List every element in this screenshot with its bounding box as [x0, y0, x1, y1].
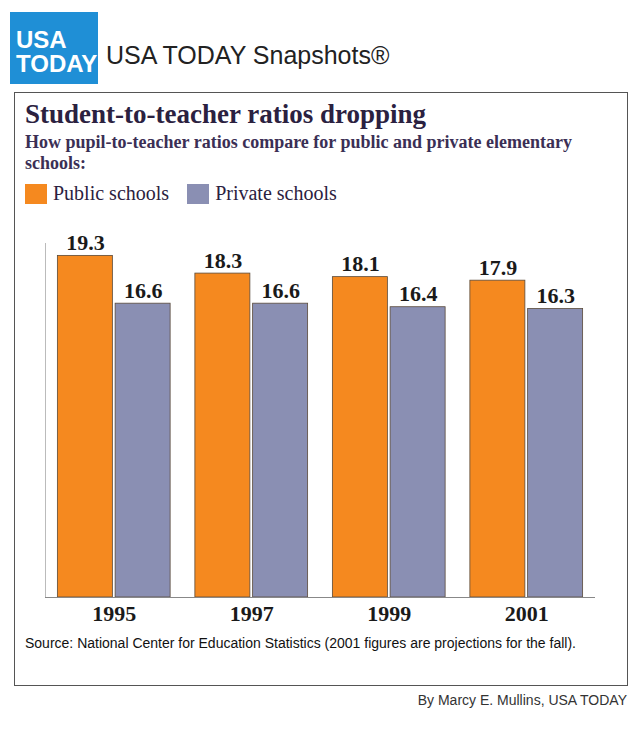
- svg-text:17.9: 17.9: [479, 255, 518, 280]
- html-text:Source: National Center for Ed: Source: National Center for Education St…: [25, 635, 576, 651]
- html-text:Private schools: Private schools: [215, 182, 337, 204]
- svg-text:1995: 1995: [92, 601, 136, 626]
- svg-text:18.3: 18.3: [204, 248, 243, 273]
- svg-text:18.1: 18.1: [341, 251, 380, 276]
- html-text:By Marcy E. Mullins, USA TODAY: By Marcy E. Mullins, USA TODAY: [417, 692, 627, 708]
- html-text:Public schools: Public schools: [53, 182, 170, 204]
- html-text:Student-to-teacher ratios drop: Student-to-teacher ratios dropping: [25, 99, 426, 129]
- svg-text:19.3: 19.3: [66, 230, 105, 255]
- svg-text:1999: 1999: [367, 601, 411, 626]
- svg-text:16.3: 16.3: [536, 283, 575, 308]
- svg-text:16.6: 16.6: [261, 278, 300, 303]
- svg-text:1997: 1997: [230, 601, 274, 626]
- svg-text:2001: 2001: [505, 601, 549, 626]
- svg-text:16.4: 16.4: [399, 281, 438, 306]
- html-text:USA TODAY USA TODAY Snapshots®: USA TODAY USA TODAY Snapshots®: [16, 26, 390, 77]
- html-text:How pupil-to-teacher ratios co: How pupil-to-teacher ratios compare for …: [25, 132, 572, 173]
- svg-text:16.6: 16.6: [124, 278, 163, 303]
